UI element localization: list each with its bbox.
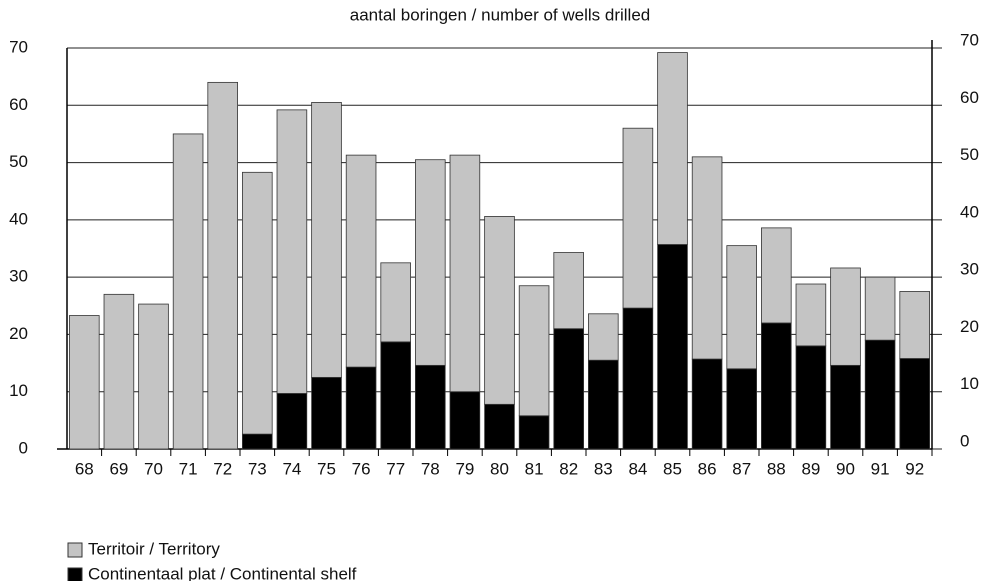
bar-segment [864, 339, 896, 450]
bar-segment [553, 328, 584, 450]
x-tick-label: 87 [732, 459, 751, 478]
bar-segment [761, 227, 792, 324]
x-tick-label: 83 [594, 459, 613, 478]
bar-segment [242, 171, 273, 435]
bar-segment [415, 364, 446, 450]
bar-segment [172, 133, 204, 450]
bar-segment [726, 368, 757, 450]
bar-segment [69, 315, 100, 450]
bar-segment [138, 303, 169, 450]
y2-tick-label: 40 [960, 202, 979, 221]
bar-segment [484, 403, 515, 450]
bar-segment [795, 345, 827, 450]
x-tick-label: 75 [317, 459, 336, 478]
y-tick-label: 40 [9, 209, 28, 228]
x-tick-label: 89 [801, 459, 820, 478]
legend-swatch [67, 542, 83, 558]
bar-segment [726, 245, 757, 370]
bar-segment [622, 307, 654, 450]
bar-segment [553, 252, 584, 330]
y-tick-label: 20 [9, 324, 28, 343]
bar-segment [518, 415, 550, 450]
y2-tick-label: 0 [960, 431, 969, 450]
y2-tick-label: 50 [960, 145, 979, 164]
bar-segment [380, 262, 411, 343]
bar-segment [795, 283, 827, 347]
x-tick-label: 90 [836, 459, 855, 478]
x-tick-label: 77 [386, 459, 405, 478]
x-tick-label: 88 [767, 459, 786, 478]
bar-segment [691, 156, 723, 360]
bar-segment [691, 358, 723, 450]
x-tick-label: 71 [179, 459, 198, 478]
y2-tick-label: 20 [960, 317, 979, 336]
x-tick-label: 84 [628, 459, 647, 478]
y-tick-label: 10 [9, 381, 28, 400]
x-tick-label: 79 [455, 459, 474, 478]
bar-segment [864, 276, 896, 341]
y-tick-label: 50 [9, 152, 28, 171]
bar-segment [311, 102, 342, 378]
x-tick-label: 69 [109, 459, 128, 478]
bar-segment [657, 52, 688, 245]
y2-tick-label: 60 [960, 88, 979, 107]
bar-segment [345, 366, 377, 450]
x-tick-label: 80 [490, 459, 509, 478]
y-tick-label: 70 [9, 37, 28, 56]
x-tick-label: 73 [248, 459, 267, 478]
bar-segment [345, 154, 377, 368]
chart-title: aantal boringen / number of wells drille… [350, 5, 651, 24]
x-tick-label: 86 [698, 459, 717, 478]
x-tick-label: 70 [144, 459, 163, 478]
legend-label: Territoir / Territory [88, 539, 220, 558]
x-tick-label: 82 [559, 459, 578, 478]
x-tick-label: 85 [663, 459, 682, 478]
bar-segment [103, 293, 135, 450]
bar-segment [311, 376, 342, 450]
bar-segment [899, 291, 930, 359]
x-tick-label: 72 [213, 459, 232, 478]
legend-swatch [67, 567, 83, 583]
bar-segment [588, 313, 619, 361]
bar-segment [242, 433, 273, 450]
y-tick-label: 60 [9, 95, 28, 114]
x-tick-label: 78 [421, 459, 440, 478]
x-tick-label: 92 [905, 459, 924, 478]
bar-segment [830, 267, 861, 366]
y-tick-label: 30 [9, 267, 28, 286]
bar-segment [276, 393, 308, 450]
bar-segment [449, 391, 481, 450]
bar-segment [518, 285, 550, 417]
y2-tick-label: 70 [960, 30, 979, 49]
x-tick-label: 74 [282, 459, 301, 478]
bar-segment [276, 109, 308, 394]
bar-segment [622, 127, 654, 309]
bar-segment [657, 244, 688, 450]
bar-segment [899, 358, 930, 450]
bar-segment [207, 81, 238, 450]
bar-segment [830, 364, 861, 450]
x-tick-label: 81 [525, 459, 544, 478]
x-tick-label: 76 [352, 459, 371, 478]
y-tick-label: 0 [19, 438, 28, 457]
bar-segment [415, 159, 446, 366]
y2-tick-label: 10 [960, 374, 979, 393]
bar-segment [380, 341, 411, 450]
x-tick-label: 68 [75, 459, 94, 478]
bar-segment [588, 359, 619, 450]
bar-segment [449, 154, 481, 393]
bar-segment [484, 216, 515, 405]
bar-segment [761, 322, 792, 450]
y2-tick-label: 30 [960, 260, 979, 279]
legend-label: Continentaal plat / Continental shelf [88, 564, 357, 581]
x-tick-label: 91 [871, 459, 890, 478]
